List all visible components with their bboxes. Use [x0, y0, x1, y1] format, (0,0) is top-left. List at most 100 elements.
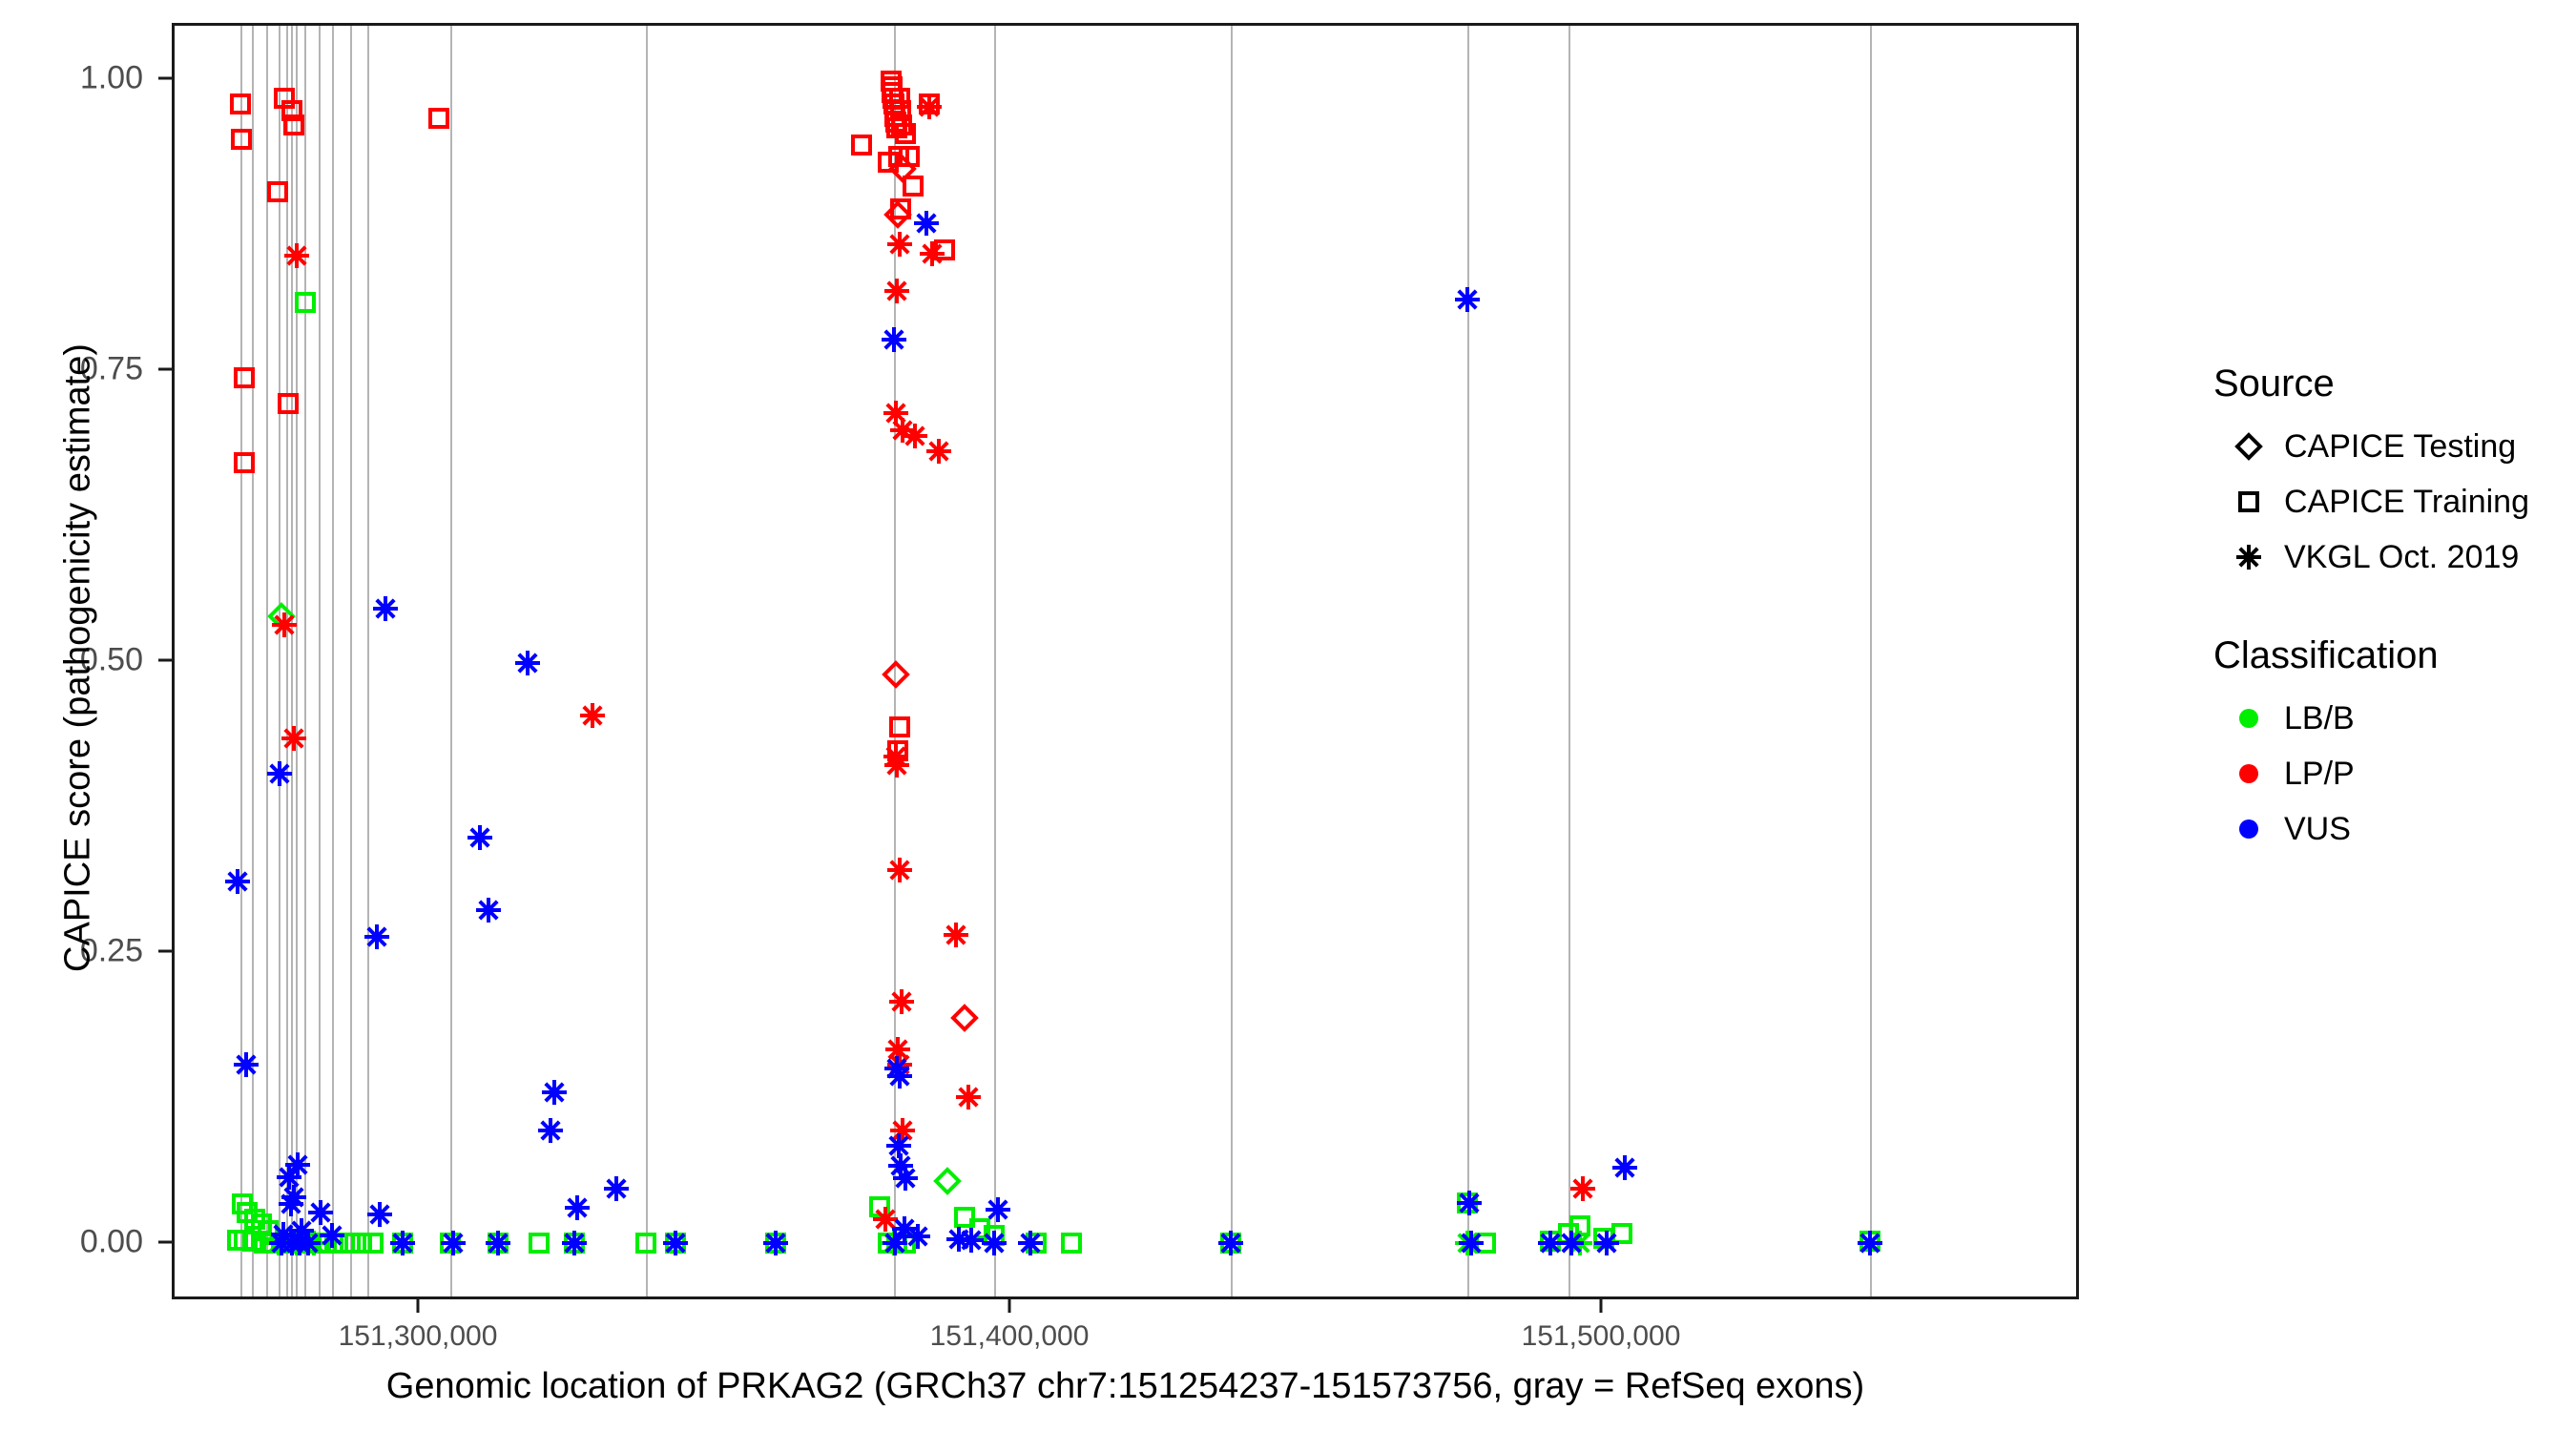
exon-line	[1870, 26, 1872, 1296]
data-point	[259, 1229, 287, 1257]
data-point	[536, 1116, 565, 1145]
legend-item-classification[interactable]: LP/P	[2213, 746, 2557, 801]
y-tick-mark	[158, 949, 172, 953]
data-point	[563, 1193, 592, 1222]
data-point	[297, 1229, 325, 1257]
data-point	[425, 104, 453, 133]
y-tick-label: 1.00	[79, 59, 143, 96]
legend-item-label: CAPICE Testing	[2284, 427, 2517, 465]
data-point	[388, 1229, 417, 1257]
data-point	[1057, 1229, 1086, 1257]
legend-item-classification[interactable]: LB/B	[2213, 691, 2557, 746]
legend-title-source: Source	[2213, 363, 2335, 404]
exon-line	[450, 26, 452, 1296]
x-tick-label: 151,300,000	[338, 1320, 498, 1352]
legend-item-source[interactable]: CAPICE Training	[2213, 474, 2557, 529]
exon-line	[349, 26, 352, 1296]
data-point	[924, 437, 953, 466]
data-point	[1022, 1229, 1050, 1257]
exon-line	[894, 26, 896, 1296]
data-point	[233, 1198, 261, 1227]
exon-line	[285, 26, 288, 1296]
exon-line	[278, 26, 280, 1296]
data-point	[930, 236, 959, 264]
data-point	[895, 142, 924, 171]
x-axis-label: Genomic location of PRKAG2 (GRCh37 chr7:…	[385, 1366, 1865, 1406]
data-point	[882, 660, 911, 690]
data-point	[847, 131, 876, 159]
exon-line	[1467, 26, 1470, 1296]
data-point	[942, 921, 970, 949]
legend-item-label: CAPICE Training	[2284, 483, 2529, 520]
data-point	[883, 1229, 911, 1257]
legend-title-classification: Classification	[2213, 634, 2439, 676]
exon-line	[1231, 26, 1234, 1296]
y-tick-label: 0.00	[79, 1223, 143, 1260]
data-point	[484, 1229, 512, 1257]
data-point	[888, 154, 918, 183]
data-point	[884, 1131, 913, 1160]
square-icon	[2213, 487, 2284, 516]
data-point	[950, 1203, 979, 1232]
data-point	[883, 736, 912, 765]
data-point	[886, 1151, 915, 1180]
data-point	[560, 1229, 589, 1257]
exon-line	[303, 26, 306, 1296]
y-tick-mark	[158, 367, 172, 371]
data-point	[918, 239, 946, 268]
data-point	[883, 751, 911, 779]
asterisk-icon	[2213, 543, 2284, 571]
data-point	[887, 987, 916, 1016]
y-tick-label: 0.75	[79, 350, 143, 387]
data-point	[1536, 1229, 1565, 1257]
data-point	[223, 1226, 252, 1255]
data-point	[484, 1229, 512, 1257]
data-point	[1016, 1229, 1045, 1257]
y-tick-mark	[158, 1240, 172, 1244]
data-point	[371, 594, 400, 623]
data-point	[303, 1229, 332, 1257]
data-point	[886, 96, 915, 125]
legend-item-source[interactable]: CAPICE Testing	[2213, 419, 2557, 474]
data-point	[661, 1229, 690, 1257]
data-point	[230, 1226, 259, 1255]
legend-item-label: VKGL Oct. 2019	[2284, 538, 2520, 575]
data-point	[661, 1229, 690, 1257]
y-tick-mark	[158, 658, 172, 662]
legend-item-classification[interactable]: VUS	[2213, 801, 2557, 857]
exon-line	[645, 26, 648, 1296]
data-point	[250, 1229, 279, 1257]
data-point	[878, 73, 906, 101]
data-point	[886, 195, 915, 223]
exon-line	[290, 26, 293, 1296]
data-point	[232, 1050, 260, 1079]
data-point	[915, 93, 944, 121]
data-point	[887, 111, 916, 139]
exon-line	[295, 26, 298, 1296]
color-dot-icon	[2213, 815, 2284, 843]
data-point	[885, 84, 914, 113]
data-point	[885, 1062, 914, 1090]
diamond-icon	[2213, 432, 2284, 461]
data-point	[1592, 1229, 1621, 1257]
exon-line	[251, 26, 254, 1296]
x-tick-mark	[416, 1299, 420, 1313]
data-point	[957, 1226, 986, 1255]
x-tick-label: 151,500,000	[1521, 1320, 1681, 1352]
data-point	[761, 1229, 790, 1257]
data-point	[874, 1229, 903, 1257]
exon-line	[239, 26, 242, 1296]
legend: Source CAPICE Testing CAPICE Training VKGL…	[2213, 363, 2557, 906]
data-point	[883, 1035, 912, 1064]
data-point	[474, 896, 503, 924]
data-point	[932, 1167, 962, 1195]
legend-item-source[interactable]: VKGL Oct. 2019	[2213, 529, 2557, 585]
data-point	[885, 713, 914, 741]
data-point	[883, 1054, 911, 1083]
data-point	[966, 1214, 994, 1243]
plot-area	[175, 26, 2076, 1296]
data-point	[984, 1195, 1012, 1224]
data-point	[661, 1229, 690, 1257]
legend-item-label: LP/P	[2284, 755, 2355, 792]
